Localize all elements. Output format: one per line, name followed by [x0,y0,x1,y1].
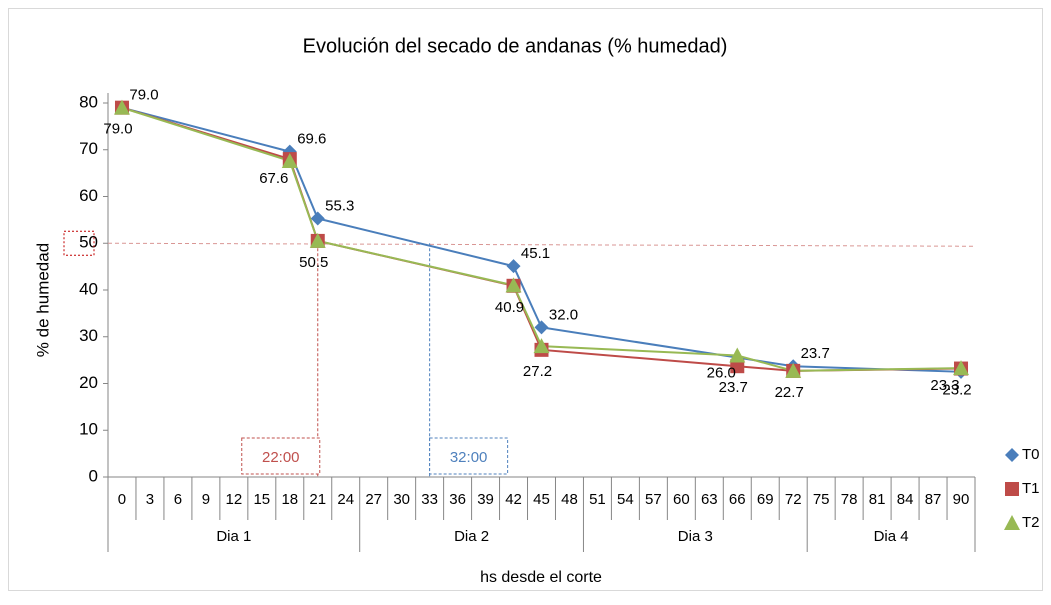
x-tick-label: 57 [645,491,662,508]
x-tick-label: 72 [785,491,802,508]
data-label: 23.3 [930,377,959,394]
x-axis-title: hs desde el corte [480,569,602,586]
x-tick-label: 45 [533,491,550,508]
y-tick-label: 60 [79,186,98,205]
y-tick-label: 80 [79,92,98,111]
point [309,232,326,248]
data-label: 23.7 [719,379,748,396]
marker-label: 22:00 [262,449,300,466]
data-label: 69.6 [297,131,326,148]
x-tick-label: 63 [701,491,718,508]
x-tick-label: 54 [617,491,634,508]
x-tick-label: 48 [561,491,578,508]
x-tick-label: 3 [146,491,154,508]
group-label: Dia 1 [216,528,251,545]
x-tick-label: 27 [365,491,382,508]
legend-swatch [1005,482,1019,496]
point [506,259,521,274]
y-tick-label: 0 [89,466,98,485]
x-tick-label: 24 [337,491,354,508]
legend-label: T1 [1022,480,1040,497]
legend-label: T2 [1022,514,1040,531]
x-tick-label: 0 [118,491,126,508]
series-line [121,106,962,372]
tick-highlight [63,230,95,256]
data-label: 67.6 [259,170,288,187]
data-label: 27.2 [523,363,552,380]
x-tick-label: 60 [673,491,690,508]
x-tick-label: 75 [813,491,830,508]
x-tick-label: 18 [281,491,298,508]
x-tick-label: 15 [253,491,270,508]
data-label: 22.7 [775,384,804,401]
data-label: 79.0 [103,121,132,138]
point [533,338,550,354]
reference-line [107,242,976,247]
point [953,360,970,376]
y-tick-label: 10 [79,420,98,439]
data-label: 79.0 [129,87,158,104]
x-tick-label: 30 [393,491,410,508]
group-label: Dia 4 [874,528,909,545]
y-tick-label: 70 [79,139,98,158]
group-label: Dia 3 [678,528,713,545]
x-tick-label: 81 [869,491,886,508]
chart-border [8,8,1043,591]
legend-label: T0 [1022,446,1040,463]
data-label: 26.0 [707,364,736,381]
y-axis-title: % de humedad [33,243,52,357]
data-label: 50.5 [299,254,328,271]
point [730,359,745,374]
data-label: 23.7 [801,345,830,362]
x-tick-label: 21 [309,491,326,508]
data-label: 40.9 [495,299,524,316]
point [785,362,802,378]
x-tick-label: 36 [449,491,466,508]
x-tick-label: 42 [505,491,522,508]
x-tick-label: 12 [226,491,243,508]
data-label: 23.2 [942,382,971,399]
y-tick-label: 50 [79,233,98,252]
x-tick-label: 90 [953,491,970,508]
data-label: 45.1 [521,245,550,262]
x-tick-label: 9 [202,491,210,508]
x-tick-label: 69 [757,491,774,508]
x-tick-label: 78 [841,491,858,508]
point [729,347,746,363]
x-tick-label: 6 [174,491,182,508]
chart-title: Evolución del secado de andanas (% humed… [303,35,728,57]
legend-swatch [1004,515,1020,530]
legend-swatch [1005,448,1019,462]
point [310,211,325,226]
point [113,99,130,115]
marker-box [241,437,321,475]
point [505,277,522,293]
data-label: 55.3 [325,197,354,214]
data-label: 32.0 [549,306,578,323]
x-tick-label: 84 [897,491,914,508]
group-label: Dia 2 [454,528,489,545]
x-tick-label: 87 [925,491,942,508]
y-tick-label: 20 [79,373,98,392]
x-tick-label: 39 [477,491,494,508]
y-tick-label: 30 [79,326,98,345]
marker-box [429,437,509,475]
point [281,152,298,168]
point [534,320,549,335]
x-tick-label: 51 [589,491,606,508]
x-tick-label: 33 [421,491,438,508]
marker-label: 32:00 [450,449,488,466]
x-tick-label: 66 [729,491,746,508]
y-tick-label: 40 [79,279,98,298]
